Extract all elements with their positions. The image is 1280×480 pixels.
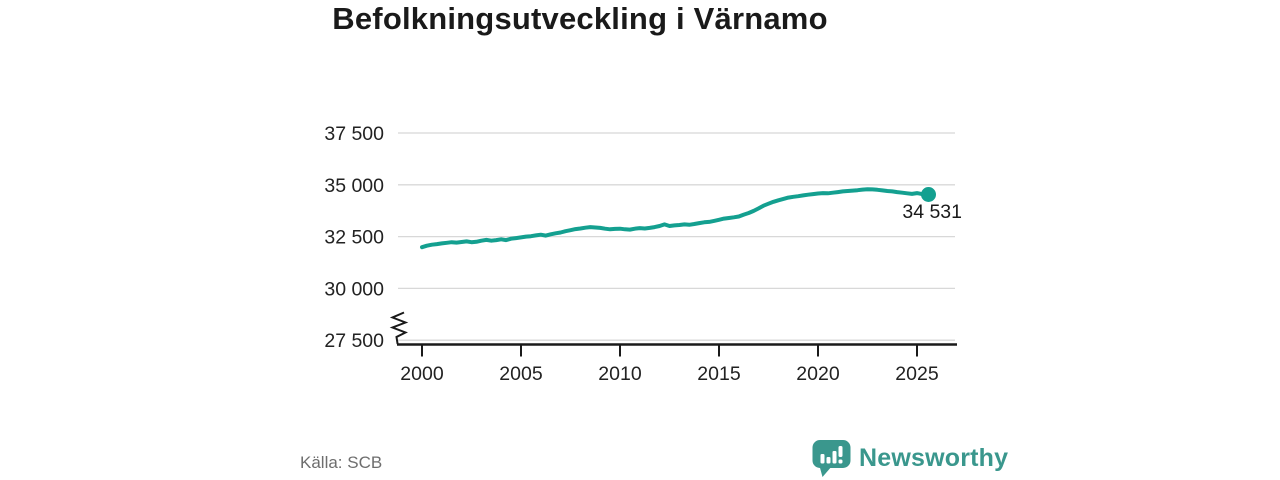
svg-text:2020: 2020	[796, 363, 840, 385]
x-axis-tick-labels: 2000 2005 2010 2015 2020 2025	[400, 363, 939, 385]
svg-text:37 500: 37 500	[324, 123, 384, 145]
svg-text:30 000: 30 000	[324, 278, 384, 300]
svg-text:2005: 2005	[499, 363, 543, 385]
chart-title: Befolkningsutveckling i Värnamo	[332, 1, 828, 36]
population-line	[420, 187, 931, 250]
source-note: Källa: SCB	[300, 453, 383, 472]
latest-value-label: 34 531	[902, 201, 962, 223]
svg-text:2010: 2010	[598, 363, 642, 385]
latest-value-dot	[921, 187, 936, 202]
svg-text:2015: 2015	[697, 363, 741, 385]
gridlines	[398, 132, 955, 341]
y-axis-tick-labels: 37 500 35 000 32 500 30 000 27 500	[324, 123, 384, 352]
x-axis-ticks	[421, 345, 918, 357]
svg-text:35 000: 35 000	[324, 175, 384, 197]
svg-text:2025: 2025	[895, 363, 939, 385]
svg-text:32 500: 32 500	[324, 227, 384, 249]
y-axis-break-icon	[389, 311, 409, 345]
svg-text:2000: 2000	[400, 363, 444, 385]
svg-text:27 500: 27 500	[324, 330, 384, 352]
newsworthy-wordmark: Newsworthy	[859, 444, 1009, 472]
newsworthy-logo: Newsworthy	[811, 439, 1008, 478]
newsworthy-icon	[812, 440, 851, 477]
